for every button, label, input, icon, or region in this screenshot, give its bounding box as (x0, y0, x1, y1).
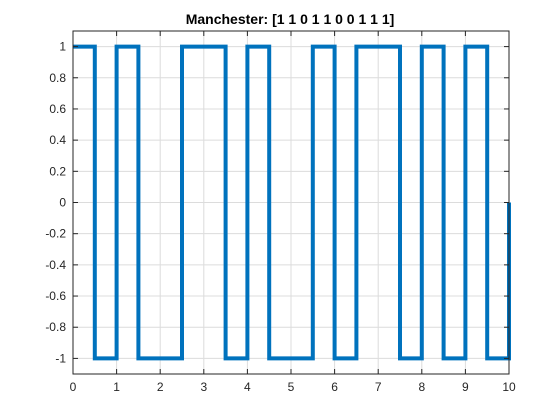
x-tick-label: 5 (288, 380, 295, 394)
chart-title: Manchester: [1 1 0 1 1 0 0 1 1 1] (186, 11, 395, 27)
x-tick-label: 3 (200, 380, 207, 394)
x-tick-label: 9 (462, 380, 469, 394)
y-tick-label: 0.6 (49, 102, 66, 116)
y-tick-label: -0.8 (45, 320, 66, 334)
y-tick-label: 0.4 (49, 133, 66, 147)
series-line (73, 44, 511, 361)
x-tick-label: 1 (113, 380, 120, 394)
x-tick-label: 0 (70, 380, 77, 394)
y-tick-label: -0.6 (45, 289, 66, 303)
x-tick-labels: 0 1 2 3 4 5 6 7 8 9 10 (70, 380, 516, 394)
y-tick-label: 1 (59, 40, 66, 54)
y-tick-label: 0.2 (49, 164, 66, 178)
series-layer (73, 44, 511, 361)
y-tick-label: 0 (59, 196, 66, 210)
x-tick-label: 6 (331, 380, 338, 394)
y-tick-label: -0.4 (45, 258, 66, 272)
x-tick-label: 10 (502, 380, 516, 394)
x-tick-label: 7 (375, 380, 382, 394)
x-tick-label: 2 (157, 380, 164, 394)
y-tick-label: -1 (55, 351, 66, 365)
tick-marks (72, 31, 510, 374)
y-tick-label: 0.8 (49, 71, 66, 85)
y-tick-label: -0.2 (45, 227, 66, 241)
x-tick-label: 8 (418, 380, 425, 394)
y-tick-labels: 1 0.8 0.6 0.4 0.2 0 -0.2 -0.4 -0.6 -0.8 -1 (45, 40, 66, 366)
x-tick-label: 4 (244, 380, 251, 394)
